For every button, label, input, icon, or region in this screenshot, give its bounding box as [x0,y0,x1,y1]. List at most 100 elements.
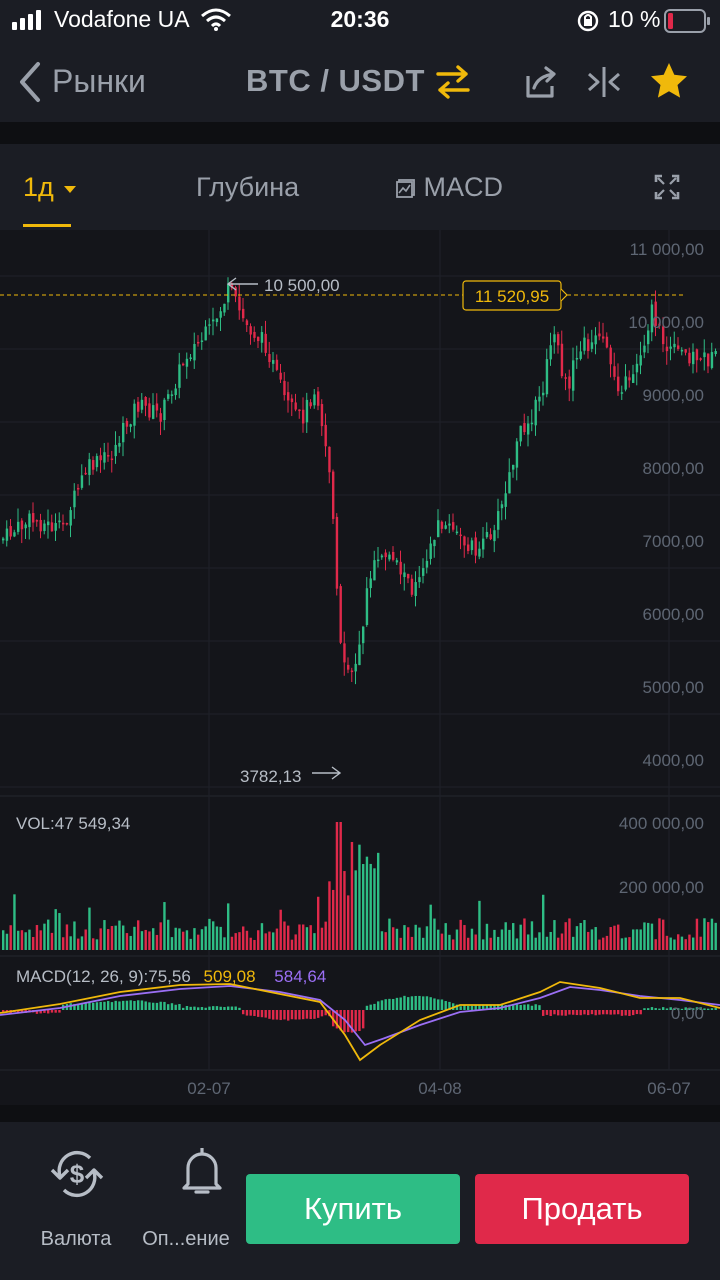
macd-histogram-bar [170,1003,174,1010]
macd-histogram-bar [110,1002,114,1010]
trading-pair-title[interactable]: BTC / USDT [246,63,425,98]
volume-bar [579,922,582,950]
candle-body [707,353,710,367]
candle-body [50,522,54,532]
macd-histogram-bar [553,1010,556,1015]
candle-body [485,531,489,538]
tab-indicator[interactable]: MACD [396,172,503,203]
volume-bar [32,937,35,950]
macd-histogram-bar [185,1006,189,1010]
favorite-star-icon[interactable] [649,61,689,101]
carrier-name: Vodafone UA [54,6,190,32]
volume-bar [474,934,477,950]
compare-icon[interactable] [586,64,622,100]
share-icon[interactable] [524,64,558,100]
candle-body [467,544,470,551]
volume-bar [635,929,639,950]
candlestick-chart[interactable]: 11 000,00 10 000,00 9000,00 8000,00 7000… [0,230,720,1105]
volume-bar [523,918,526,950]
back-button[interactable]: Рынки [52,63,146,99]
macd-histogram-bar [148,1002,151,1010]
volume-bar [553,920,556,950]
candle-body [28,513,31,528]
volume-bar [103,920,106,950]
currency-convert-icon[interactable]: $ [46,1146,108,1202]
macd-histogram-bar [73,1004,76,1010]
candle-body [714,351,717,355]
macd-histogram-bar [624,1010,627,1016]
candle-body [95,456,99,468]
macd-histogram-bar [658,1008,661,1010]
macd-histogram-bar [594,1010,597,1016]
candle-body [583,337,586,351]
macd-histogram-bar [219,1006,222,1010]
back-chevron-icon[interactable] [16,60,44,104]
volume-bar [219,926,222,950]
interval-label: 1д [23,172,54,202]
candle-body [380,555,384,558]
volume-bar [13,894,16,950]
candle-body [129,424,132,427]
candle-body [527,423,530,435]
volume-bar [302,924,305,950]
candle-body [418,577,421,583]
signal-icon [12,0,48,44]
candle-body [414,582,417,597]
candle-body [208,324,211,326]
candle-body [553,334,556,343]
volume-bar [43,923,46,950]
macd-histogram-bar [598,1010,601,1015]
volume-bar [58,913,61,950]
candle-body [635,363,639,373]
volume-bars [2,822,717,950]
macd-histogram-bar [422,996,425,1010]
x-tick-label: 04-08 [418,1079,461,1098]
candle-body [317,391,320,406]
macd-histogram-bar [493,1004,496,1010]
candle-body [159,413,162,422]
macd-histogram-bar [208,1006,211,1010]
volume-bar [167,919,170,950]
candle-body [88,459,91,475]
volume-bar [358,844,361,950]
volume-bar [230,936,234,950]
volume-bar [339,822,342,950]
macd-histogram-bar [662,1007,665,1010]
volume-bar [500,929,504,950]
currency-label[interactable]: Валюта [40,1228,112,1250]
candle-body [114,444,117,457]
low-price-label: 3782,13 [240,767,301,786]
candle-body [167,394,170,399]
candle-body [35,520,39,522]
volume-bar [249,937,252,950]
sell-button[interactable]: Продать [475,1174,689,1244]
battery-percent: 10 % [608,6,661,32]
alerts-label[interactable]: Оп...ение [142,1228,230,1250]
macd-histogram-bar [309,1010,312,1020]
volume-tick-label: 400 000,00 [619,814,704,833]
candle-body [298,409,301,412]
tab-depth[interactable]: Глубина [196,172,300,202]
volume-bar [429,904,432,950]
volume-bar [699,936,702,950]
volume-bar [182,931,185,950]
volume-bar [482,939,485,950]
macd-histogram-bar [54,1010,57,1013]
macd-histogram-bar [579,1010,582,1016]
macd-dif-value: 509,08 [204,967,256,986]
fullscreen-icon[interactable] [654,174,680,200]
macd-histogram-bar [568,1010,571,1015]
swap-arrows-icon[interactable] [436,64,470,100]
macd-histogram-bar [234,1006,237,1010]
tab-interval[interactable]: 1д [23,172,77,203]
buy-button[interactable]: Купить [246,1174,460,1244]
macd-histogram-bar [418,995,421,1010]
candle-body [699,358,702,360]
candle-body [358,644,361,666]
low-marker-arrow [312,766,342,780]
candle-body [238,296,241,311]
macd-histogram-bar [178,1004,181,1010]
candle-body [92,460,95,470]
macd-dea-value: 584,64 [274,967,326,986]
bell-icon[interactable] [180,1144,224,1198]
